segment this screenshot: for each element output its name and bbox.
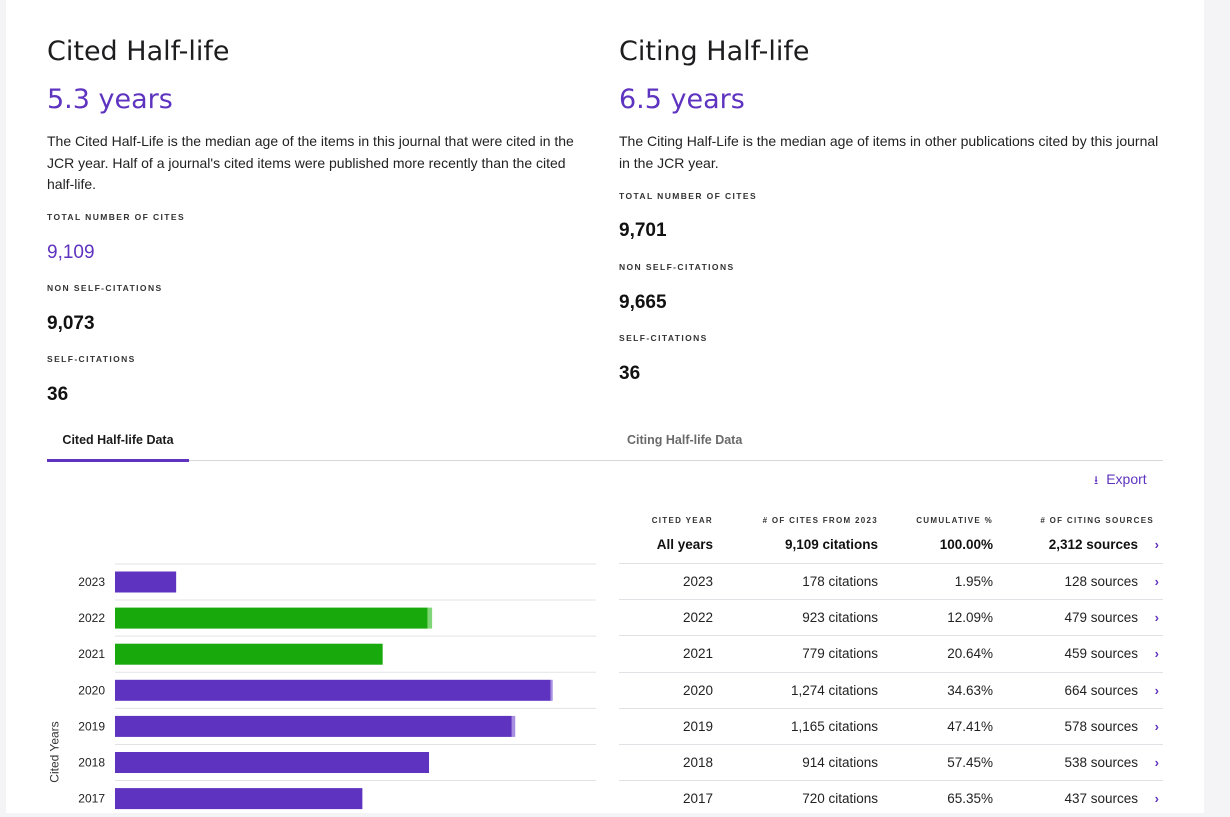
export-button[interactable]: ⭳ Export (1094, 471, 1147, 492)
cell-cumulative: 20.64% (947, 646, 993, 662)
cell-cited-year: 2019 (682, 718, 713, 734)
tab-cited-half-life-data[interactable]: Cited Half-life Data (47, 423, 189, 462)
bar-2022[interactable] (115, 607, 428, 629)
page: Cited Half-life 5.3 years The Cited Half… (6, 0, 1204, 813)
y-tick-label-2023: 2023 (78, 575, 105, 589)
cell-cited-year: 2022 (682, 610, 713, 626)
cell-cited-year: 2020 (682, 682, 713, 698)
table-row: 2017 720 citations 65.35% 437 sources › (619, 780, 1163, 817)
download-icon: ⭳ (1094, 473, 1099, 487)
cell-citing-sources[interactable]: 128 sources (1064, 574, 1138, 589)
cell-cited-year: 2018 (682, 755, 713, 770)
header-cumulative: CUMULATIVE % (916, 516, 993, 525)
tab-citing-half-life-data[interactable]: Citing Half-life Data (627, 433, 743, 447)
citing-total-value: 9,701 (619, 220, 667, 241)
cell-cumulative: 100.00% (939, 537, 993, 552)
cell-cumulative: 34.63% (947, 682, 993, 698)
header-cited-year: CITED YEAR (651, 516, 713, 525)
table-row: 2019 1,165 citations 47.41% 578 sources › (619, 707, 1163, 745)
header-citing-sources: # OF CITING SOURCES (1040, 516, 1154, 525)
cell-cites: 1,274 citations (790, 682, 878, 698)
y-tick-label-2021: 2021 (78, 647, 105, 661)
bar-2017[interactable] (115, 788, 363, 810)
bar-2020[interactable] (115, 679, 551, 701)
table-row: 2022 923 citations 12.09% 479 sources › (619, 599, 1163, 636)
cell-cites: 914 citations (802, 755, 878, 770)
bar-2018[interactable] (115, 752, 430, 773)
cell-cumulative: 65.35% (947, 791, 993, 807)
cell-cites: 1,165 citations (790, 718, 878, 734)
export-label: Export (1106, 471, 1147, 487)
cell-cumulative: 47.41% (947, 718, 993, 734)
cell-cumulative: 57.45% (947, 755, 993, 770)
cell-cited-year: 2017 (682, 791, 713, 807)
cell-citing-sources[interactable]: 2,312 sources (1048, 537, 1138, 552)
table-row: 2020 1,274 citations 34.63% 664 sources › (619, 671, 1163, 709)
y-tick-label-2019: 2019 (78, 719, 105, 733)
cell-citing-sources[interactable]: 479 sources (1064, 610, 1138, 626)
chevron-right-icon[interactable]: › (1154, 646, 1159, 662)
citing-half-life-value: 6.5 years (619, 84, 745, 115)
citing-nonself-label: NON SELF-CITATIONS (619, 262, 735, 272)
chevron-right-icon[interactable]: › (1154, 718, 1159, 734)
cited-years-bar-chart: Cited Years 2023 2022 2021 2020 2019 2018 2017 (46, 560, 606, 813)
cell-citing-sources[interactable]: 664 sources (1064, 682, 1138, 698)
cell-cites: 923 citations (802, 610, 878, 626)
cell-cumulative: 1.95% (954, 574, 993, 589)
y-tick-label-2022: 2022 (78, 611, 105, 625)
citing-self-value: 36 (619, 363, 641, 384)
cell-citing-sources[interactable]: 578 sources (1064, 718, 1138, 734)
bar-2023[interactable] (115, 571, 177, 593)
cell-cited-year: 2023 (682, 574, 713, 589)
chevron-right-icon[interactable]: › (1154, 682, 1159, 698)
cited-total-value[interactable]: 9,109 (47, 242, 95, 263)
cited-nonself-label: NON SELF-CITATIONS (47, 283, 163, 293)
y-tick-label-2020: 2020 (78, 683, 105, 697)
citing-self-label: SELF-CITATIONS (619, 333, 708, 343)
cell-citing-sources[interactable]: 459 sources (1064, 646, 1138, 662)
chevron-right-icon[interactable]: › (1154, 610, 1159, 626)
chart-svg: 2023 2022 2021 2020 2019 2018 2017 (78, 563, 596, 810)
chevron-right-icon[interactable]: › (1154, 537, 1159, 552)
header-cites: # OF CITES FROM 2023 (762, 516, 878, 525)
chevron-right-icon[interactable]: › (1154, 755, 1159, 770)
table-row: 2018 914 citations 57.45% 538 sources › (619, 744, 1163, 781)
table-row-total: All years 9,109 citations 100.00% 2,312 sou… (619, 527, 1163, 563)
table-row: 2021 779 citations 20.64% 459 sources › (619, 635, 1163, 672)
cited-half-life-value: 5.3 years (47, 84, 173, 115)
citing-half-life-description: The Citing Half-Life is the median age o… (619, 133, 1159, 171)
y-tick-label-2017: 2017 (78, 792, 105, 806)
bar-self-citations-2022[interactable] (427, 607, 433, 629)
cell-cited-year: All years (656, 537, 713, 552)
cell-citing-sources[interactable]: 437 sources (1064, 791, 1138, 807)
cited-nonself-value: 9,073 (47, 313, 95, 334)
cited-half-life-description: The Cited Half-Life is the median age of… (47, 133, 574, 192)
citing-nonself-value: 9,665 (619, 292, 667, 313)
citing-half-life-title: Citing Half-life (619, 36, 810, 67)
cell-cumulative: 12.09% (947, 610, 993, 626)
chevron-right-icon[interactable]: › (1154, 791, 1159, 807)
bar-2019[interactable] (115, 715, 512, 737)
chevron-right-icon[interactable]: › (1154, 574, 1159, 589)
cited-half-life-title: Cited Half-life (47, 36, 230, 67)
cell-cites: 9,109 citations (784, 537, 878, 552)
cell-cited-year: 2021 (682, 646, 713, 662)
y-tick-label-2018: 2018 (78, 756, 105, 770)
bar-2021[interactable] (115, 643, 383, 665)
table-header: CITED YEAR # OF CITES FROM 2023 CUMULATI… (619, 510, 1163, 530)
cell-citing-sources[interactable]: 538 sources (1064, 755, 1138, 770)
cell-cites: 779 citations (802, 646, 878, 662)
cell-cites: 720 citations (802, 791, 878, 807)
table-row: 2023 178 citations 1.95% 128 sources › (619, 563, 1163, 600)
cell-cites: 178 citations (802, 574, 878, 589)
cited-self-label: SELF-CITATIONS (47, 354, 136, 364)
half-life-tabs: Cited Half-life Data Citing Half-life Da… (47, 423, 1163, 462)
cited-total-label: TOTAL NUMBER OF CITES (47, 212, 186, 222)
bar-self-citations-2019[interactable] (511, 715, 516, 737)
cited-self-value: 36 (47, 384, 69, 405)
bar-self-citations-2020[interactable] (550, 679, 553, 701)
citing-total-label: TOTAL NUMBER OF CITES (619, 191, 758, 201)
